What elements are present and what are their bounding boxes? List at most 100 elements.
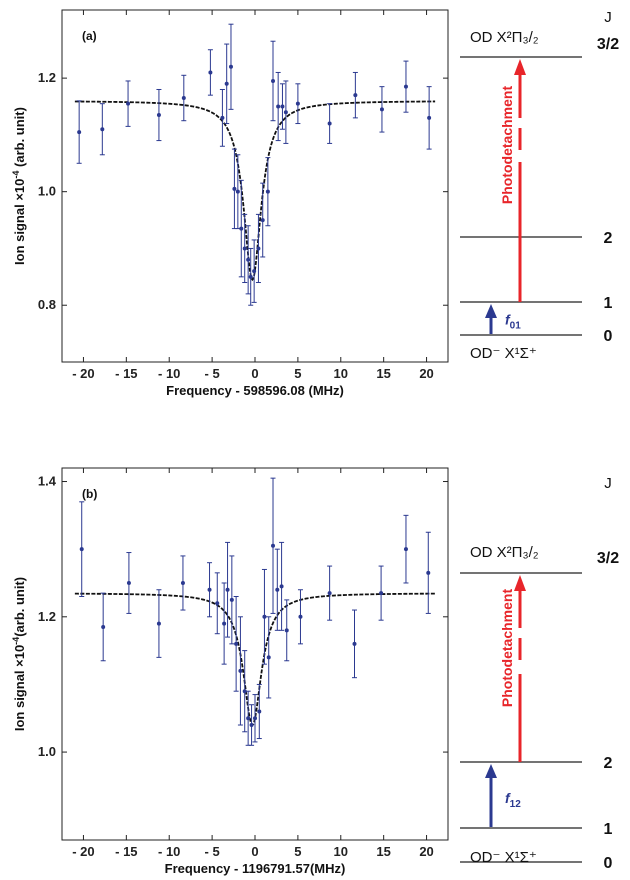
transition-frequency-subscript: 01 [510,321,522,332]
data-point [403,547,408,552]
transition-frequency-symbol: f [505,312,511,328]
data-point [260,218,265,223]
panel-label: (a) [82,29,97,43]
transition-frequency-label: f12 [505,790,521,810]
x-tick-label: 15 [376,366,390,381]
y-axis-label-unit: (arb. unit) [12,107,27,171]
data-point [275,587,280,592]
x-axis-label-unit: (MHz) [310,861,345,876]
data-point [266,655,271,660]
photodetachment-arrowhead [514,575,526,591]
data-point [271,543,276,548]
data-point [426,570,431,575]
data-point [235,189,240,194]
data-point [427,115,432,120]
data-point [379,107,384,112]
chart-panel-a: - 20- 15- 10- 5 0 5 10 15 200.81.01.2(a)Frequ… [11,9,619,398]
energy-level-diagram: OD X²Π₃/₂ OD⁻ X¹Σ⁺ J 3/2 2 1 0 Photodetachment f… [460,475,619,872]
transition-arrowhead [485,304,497,318]
x-tick-label: 10 [334,366,348,381]
x-axis-label-prefix: Frequency - [165,861,242,876]
data-point [215,601,220,606]
x-tick-label: - 15 [115,844,137,859]
data-point [229,597,234,602]
data-point [298,614,303,619]
photodetachment-arrowhead [514,59,526,75]
data-point [283,110,288,115]
data-point [238,668,243,673]
x-tick-label: 15 [376,844,390,859]
data-point [242,689,247,694]
data-point [295,101,300,106]
j-value: 0 [604,855,613,872]
data-point [208,70,213,75]
plot-frame [61,9,449,363]
data-point [181,96,186,100]
plot-frame [61,467,449,841]
x-tick-label: - 10 [158,844,180,859]
data-point [207,587,212,592]
data-point [100,127,105,132]
y-axis-label: Ion signal ×10-4 (arb. unit) [11,107,27,265]
x-axis-label: Frequency - 1196791.57(MHz) [165,861,346,876]
data-point [232,186,237,191]
y-tick-label: 1.2 [38,609,56,624]
y-axis-label: Ion signal ×10-4(arb. unit) [11,577,27,731]
x-tick-label: 0 [251,366,258,381]
data-point [256,246,261,251]
data-point [257,709,262,714]
y-tick-label: 1.4 [38,474,57,489]
transition-frequency-label: f01 [505,312,521,332]
data-point [220,115,225,120]
y-tick-label: 1.0 [38,744,56,759]
x-tick-label: 20 [419,366,433,381]
data-point [265,189,270,194]
data-point [327,591,332,596]
j-value: 0 [604,328,613,345]
data-point [126,580,131,585]
j-value: 3/2 [597,36,619,53]
lower-state-label: OD⁻ X¹Σ⁺ [470,345,537,362]
y-tick-label: 1.0 [38,184,56,199]
y-axis-label-text: Ion signal ×10 [12,179,27,265]
data-point [242,246,247,251]
x-axis-label-unit: (MHz) [305,383,344,398]
data-point [279,584,284,589]
transition-frequency-symbol: f [505,790,511,806]
fit-curve [74,100,436,282]
j-header: J [604,475,612,492]
x-tick-label: - 10 [158,366,180,381]
photodetachment-label: Photodetachment [499,589,515,708]
x-tick-label: - 5 [205,844,220,859]
y-axis-label-exponent: -4 [11,637,21,645]
data-point [79,547,84,552]
data-point [246,257,251,262]
data-point [225,587,230,592]
y-axis-label-exponent: -4 [11,171,21,179]
data-point [276,104,281,109]
data-point [156,113,161,118]
data-point [284,628,289,633]
y-axis-label-text: Ion signal ×10 [12,645,27,731]
data-point [101,624,106,629]
data-point [222,621,227,626]
upper-state-label: OD X²Π₃/₂ [470,29,539,46]
j-value: 3/2 [597,550,619,567]
data-point [246,716,251,721]
data-point [228,64,233,69]
data-point [280,104,285,109]
data-point [253,716,257,721]
lower-state-label: OD⁻ X¹Σ⁺ [470,849,537,866]
x-tick-label: 5 [294,366,301,381]
x-tick-label: 20 [419,844,433,859]
x-tick-label: 0 [251,844,258,859]
y-tick-label: 1.2 [38,70,56,85]
x-axis-label-value: 1196791.57 [242,861,310,876]
data-point [248,274,253,279]
chart-panel-b: - 20- 15- 10- 5 0 5 10 15 201.01.21.4(b)Frequ… [11,467,619,876]
data-point [77,130,82,135]
x-tick-label: - 15 [115,366,137,381]
transition-arrowhead [485,764,497,778]
x-axis-label: Frequency - 598596.08 (MHz) [166,383,344,398]
